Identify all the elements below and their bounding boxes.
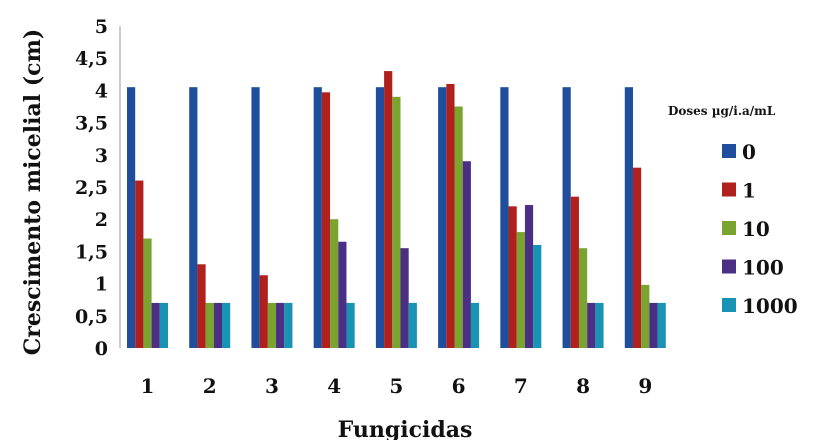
- bar-series-0-cat-1: [127, 87, 136, 349]
- bar-series-100-cat-8: [587, 302, 596, 348]
- y-tick-label: 0: [95, 338, 108, 360]
- bar-series-1-cat-5: [384, 71, 393, 348]
- bar-series-1-cat-8: [570, 196, 579, 348]
- bar-series-1000-cat-2: [222, 302, 231, 348]
- legend-label: 1000: [742, 294, 798, 318]
- bar-series-1-cat-6: [446, 83, 455, 349]
- bar-series-10-cat-7: [516, 232, 525, 348]
- bar-series-1-cat-3: [259, 275, 268, 348]
- bar-series-10-cat-8: [578, 248, 588, 348]
- x-tick-label: 3: [265, 374, 279, 398]
- x-tick-label: 6: [452, 374, 466, 398]
- legend-label: 0: [742, 140, 756, 164]
- bar-series-100-cat-5: [400, 248, 409, 348]
- legend: Doses µg/i.a/mL 0 1 10 100 1000: [668, 104, 798, 318]
- legend-title: Doses µg/i.a/mL: [668, 104, 776, 118]
- legend-swatch: [722, 298, 736, 312]
- bar-series-1000-cat-7: [533, 244, 542, 348]
- y-tick-label: 2: [95, 209, 108, 231]
- bar-series-1000-cat-6: [470, 302, 480, 348]
- x-axis-title: Fungicidas: [338, 417, 473, 440]
- x-tick-label: 1: [141, 374, 155, 398]
- bars: [127, 71, 666, 349]
- bar-series-10-cat-4: [330, 219, 339, 348]
- bar-series-0-cat-4: [313, 87, 322, 349]
- y-tick-label: 4,5: [75, 48, 108, 70]
- bar-series-1-cat-4: [321, 92, 331, 348]
- bar-series-1000-cat-9: [657, 302, 666, 348]
- bar-series-1000-cat-3: [284, 302, 293, 348]
- bar-series-1000-cat-1: [159, 302, 168, 348]
- legend-label: 10: [742, 217, 770, 241]
- bar-series-100-cat-6: [462, 161, 471, 348]
- x-tick-label: 2: [203, 374, 217, 398]
- bar-series-100-cat-9: [649, 302, 658, 348]
- x-tick-label: 5: [389, 374, 403, 398]
- legend-label: 100: [742, 256, 784, 280]
- x-tick-labels: 1 2 3 4 5 6 7 8 9: [141, 374, 653, 398]
- y-tick-label: 1,5: [75, 241, 108, 263]
- bar-series-1-cat-1: [135, 180, 144, 348]
- y-tick-label: 3: [95, 145, 108, 167]
- bar-series-10-cat-2: [205, 302, 214, 348]
- bar-series-100-cat-7: [524, 205, 534, 348]
- y-tick-label: 4: [95, 80, 108, 102]
- bar-series-0-cat-2: [189, 87, 198, 349]
- bar-series-10-cat-1: [143, 238, 152, 348]
- bar-series-0-cat-5: [375, 87, 385, 349]
- y-tick-labels: 0 0,5 1 1,5 2 2,5 3 3,5 4 4,5 5: [75, 16, 108, 360]
- x-tick-label: 4: [327, 374, 341, 398]
- bar-series-1-cat-2: [197, 264, 206, 348]
- bar-series-0-cat-9: [624, 87, 633, 349]
- bar-series-1-cat-7: [508, 206, 517, 348]
- y-axis-title: Crescimento micelial (cm): [20, 29, 46, 356]
- legend-swatch: [722, 221, 736, 235]
- bar-series-100-cat-2: [213, 302, 223, 348]
- legend-swatch: [722, 144, 736, 158]
- bar-series-1-cat-9: [632, 167, 642, 348]
- bar-series-10-cat-5: [392, 96, 401, 348]
- bar-series-1000-cat-8: [595, 302, 604, 348]
- legend-swatch: [722, 182, 736, 197]
- y-tick-label: 0,5: [75, 306, 108, 328]
- bar-series-0-cat-7: [500, 87, 509, 349]
- bar-series-10-cat-3: [267, 302, 277, 348]
- bar-series-0-cat-6: [438, 87, 447, 349]
- bar-series-10-cat-6: [454, 106, 463, 348]
- bar-series-1000-cat-4: [346, 302, 355, 348]
- y-tick-label: 3,5: [75, 113, 108, 135]
- legend-label: 1: [742, 179, 756, 203]
- bar-series-100-cat-3: [276, 302, 285, 348]
- x-tick-label: 7: [514, 374, 528, 398]
- bar-series-0-cat-3: [251, 87, 260, 349]
- legend-swatch: [722, 259, 736, 274]
- bar-series-0-cat-8: [562, 87, 571, 349]
- y-tick-label: 5: [95, 16, 108, 38]
- bar-series-1000-cat-5: [408, 302, 417, 348]
- bar-series-100-cat-1: [151, 302, 160, 348]
- y-tick-label: 2,5: [75, 177, 108, 199]
- x-tick-label: 8: [576, 374, 590, 398]
- x-tick-label: 9: [638, 374, 652, 398]
- bar-series-100-cat-4: [338, 241, 347, 348]
- bar-series-10-cat-9: [641, 284, 650, 348]
- y-tick-label: 1: [95, 274, 108, 296]
